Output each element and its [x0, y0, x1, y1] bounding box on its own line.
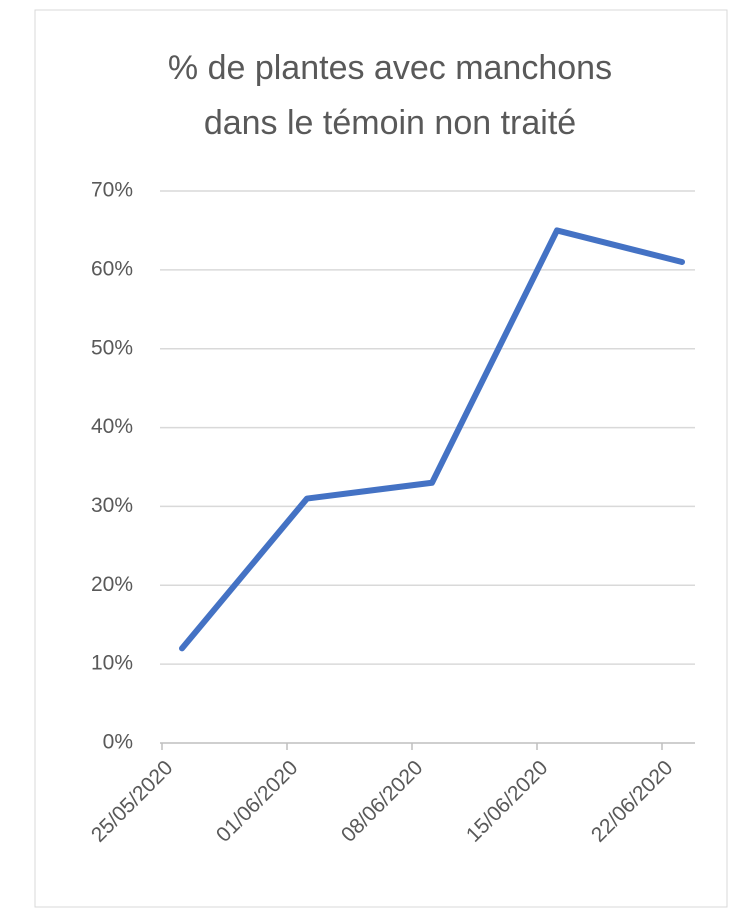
y-tick-label: 0%: [103, 731, 133, 754]
y-tick-label: 70%: [91, 179, 133, 202]
chart-title: % de plantes avec manchons: [168, 49, 612, 87]
y-tick-label: 60%: [91, 257, 133, 280]
y-tick-label: 40%: [91, 415, 133, 438]
y-tick-label: 10%: [91, 652, 133, 675]
data-line: [179, 227, 685, 652]
y-tick-label: 30%: [91, 494, 133, 517]
y-tick-label: 20%: [91, 573, 133, 596]
chart-title: dans le témoin non traité: [204, 104, 576, 142]
y-tick-label: 50%: [91, 336, 133, 359]
chart-border: [34, 9, 728, 908]
